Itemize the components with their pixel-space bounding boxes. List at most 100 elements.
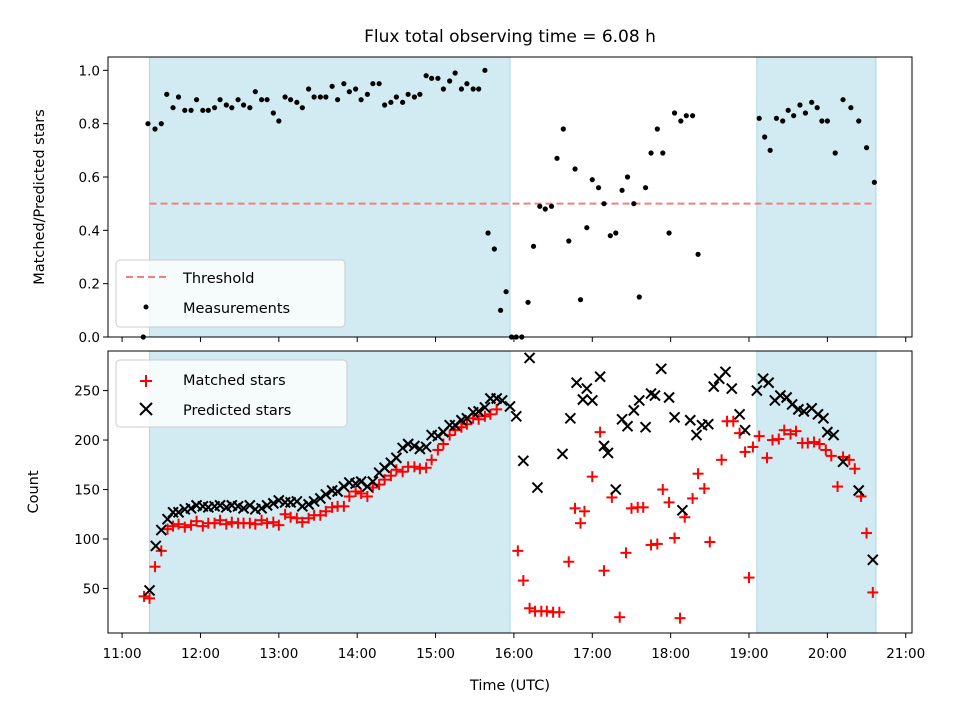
matched-point [420, 462, 432, 474]
measurement-point [824, 118, 830, 124]
measurement-point [482, 67, 488, 73]
legend-threshold-label: Threshold [182, 271, 254, 287]
predicted-point [581, 382, 593, 395]
predicted-point [143, 584, 156, 597]
matched-point [773, 433, 785, 445]
measurement-point [411, 94, 417, 100]
measurement-point [158, 121, 164, 127]
predicted-point [432, 430, 444, 442]
predicted-point [408, 440, 421, 452]
bottom-y-axis: 50 100 150 200 250 [74, 384, 108, 597]
x-tick-label: 21:00 [886, 646, 925, 662]
matched-point [517, 575, 529, 587]
measurement-point [654, 126, 660, 132]
predicted-point [812, 408, 824, 421]
y-tick-label: 150 [74, 483, 100, 499]
measurement-point [660, 150, 666, 156]
predicted-point [821, 426, 834, 438]
matched-point [761, 452, 773, 464]
measurement-point [584, 225, 590, 231]
matched-point [808, 436, 820, 448]
predicted-point [708, 380, 720, 393]
measurement-point [435, 75, 441, 81]
measurement-point [548, 203, 555, 209]
measurement-point [358, 97, 364, 103]
chart-title: Flux total observing time = 6.08 h [364, 27, 656, 47]
matched-point [179, 521, 191, 533]
measurement-point [200, 107, 206, 113]
x-tick-label: 15:00 [416, 646, 455, 662]
top-panel: 0.0 0.2 0.4 0.6 0.8 1.0 Matched/Predicted sta… [32, 56, 913, 346]
measurement-point [335, 97, 341, 103]
predicted-point [570, 376, 583, 389]
predicted-point [602, 447, 614, 459]
y-tick-label: 1.0 [79, 63, 100, 79]
matched-point [249, 518, 261, 530]
matched-point [637, 501, 649, 513]
x-tick-label: 11:00 [103, 646, 142, 662]
matched-point [355, 487, 367, 499]
bottom-y-axis-label: Count [26, 470, 42, 513]
matched-point [620, 547, 632, 559]
measurement-point [797, 102, 803, 108]
measurement-point [400, 99, 406, 105]
predicted-point [496, 394, 508, 407]
matched-point [575, 517, 587, 529]
bottom-x-axis: 11:00 12:00 13:00 14:00 15:00 16:00 17:00 18:00… [103, 633, 925, 662]
predicted-point [762, 376, 775, 389]
y-tick-label: 0.6 [79, 170, 100, 186]
predicted-point [774, 389, 787, 402]
y-tick-label: 100 [74, 532, 100, 548]
measurement-point [856, 118, 862, 124]
measurement-point [317, 94, 323, 100]
measurement-point [353, 86, 359, 92]
predicted-point [726, 382, 738, 395]
x-axis-label: Time (UTC) [469, 678, 550, 694]
measurement-point [589, 177, 595, 183]
measurement-point [683, 113, 689, 119]
measurement-point [299, 105, 305, 111]
measurement-point [370, 81, 376, 87]
matched-point [674, 612, 686, 624]
measurement-point [306, 86, 312, 92]
predicted-point [255, 502, 268, 515]
measurement-point [780, 118, 786, 124]
predicted-point [308, 495, 320, 508]
matched-point [484, 408, 496, 420]
measurement-point [485, 230, 491, 236]
predicted-point [273, 494, 285, 507]
y-tick-label: 0.4 [79, 223, 100, 239]
x-tick-label: 13:00 [259, 646, 298, 662]
measurement-point [276, 118, 282, 124]
predicted-point [261, 499, 273, 512]
predicted-point [510, 410, 522, 423]
top-y-axis-label: Matched/Predicted stars [32, 109, 48, 285]
predicted-point [628, 404, 640, 417]
matched-point [138, 590, 150, 602]
measurement-point [566, 238, 572, 244]
measurement-point [689, 113, 696, 119]
measurement-point [240, 102, 247, 108]
matched-point [144, 592, 156, 604]
matched-point [553, 606, 565, 618]
legend-predicted-swatch [139, 402, 153, 416]
matched-point [149, 561, 161, 573]
measurement-point [607, 233, 613, 239]
predicted-point [621, 420, 634, 432]
measurements-series [140, 67, 877, 340]
measurement-point [170, 105, 176, 111]
measurement-point [258, 97, 265, 103]
predicted-point [586, 394, 598, 407]
legend-matched-swatch [140, 375, 152, 387]
measurement-point [464, 81, 470, 87]
measurement-point [287, 97, 294, 103]
top-x-ticks [121, 337, 907, 342]
legend-measurements-label: Measurements [183, 301, 290, 317]
measurement-point [193, 97, 200, 103]
measurement-point [767, 147, 773, 153]
predicted-point [479, 401, 491, 414]
shaded-region [756, 56, 877, 338]
measurement-point [175, 94, 182, 100]
matched-point [343, 490, 355, 502]
predicted-point [564, 412, 577, 424]
